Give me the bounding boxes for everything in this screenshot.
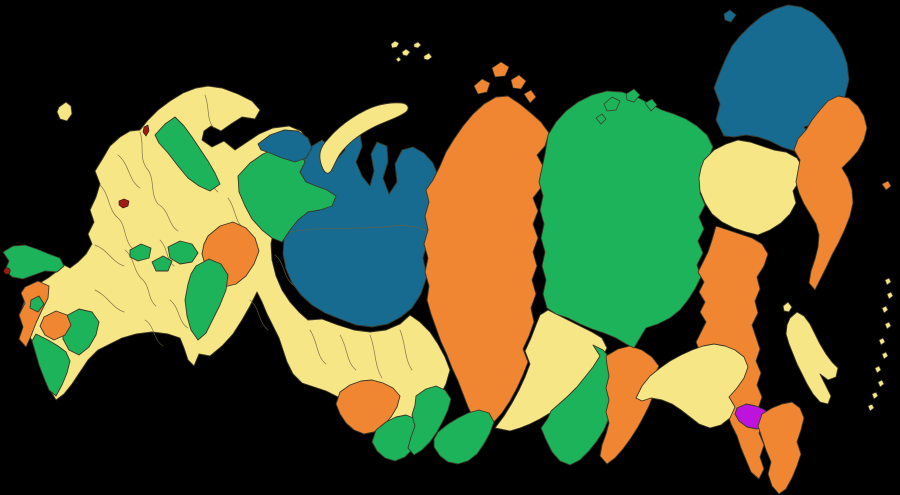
region-north-caucasus-republics (31, 333, 71, 397)
region-severnaya-zemlya-islands (473, 61, 537, 104)
region-new-siberian-islands (595, 88, 658, 125)
region-sakhalin-island (782, 301, 839, 405)
okrug-divider-border (289, 225, 430, 233)
region-krasnoyarsk-krai (423, 95, 550, 429)
region-stavropol-krai (39, 310, 72, 341)
region-amur-oblast (635, 343, 749, 429)
region-moscow (118, 198, 130, 209)
region-krasnodar-krai (18, 280, 50, 348)
region-sakha-yakutia (538, 90, 714, 349)
region-magadan-oblast (698, 139, 804, 236)
region-zabaykalsky-krai (599, 345, 660, 465)
region-nenets-okrug (257, 129, 313, 163)
region-adygea (29, 295, 45, 313)
region-franz-josef-land-islands (390, 40, 433, 63)
region-kaliningrad-oblast (56, 101, 73, 122)
region-primorsky-krai (757, 401, 805, 495)
region-saint-petersburg (142, 124, 150, 137)
region-tuva (433, 409, 495, 465)
region-altai-krai (335, 379, 401, 435)
region-novaya-zemlya-islands (319, 102, 409, 174)
region-wrangel-island (723, 9, 737, 23)
region-bashkortostan (184, 258, 229, 341)
region-irkutsk-oblast (494, 309, 608, 432)
region-commander-islands (881, 180, 892, 191)
region-chukotka-okrug (713, 4, 850, 152)
region-yamalo-nenets-and-khanty-mansi-okrugs (282, 127, 439, 328)
region-khakassia (407, 385, 452, 456)
region-kuril-islands (867, 277, 894, 412)
region-kamchatka-krai (793, 95, 868, 291)
region-sevastopol (3, 267, 11, 275)
region-karelia (154, 116, 221, 192)
region-tatarstan (167, 240, 199, 265)
region-volga-republics (129, 243, 173, 272)
